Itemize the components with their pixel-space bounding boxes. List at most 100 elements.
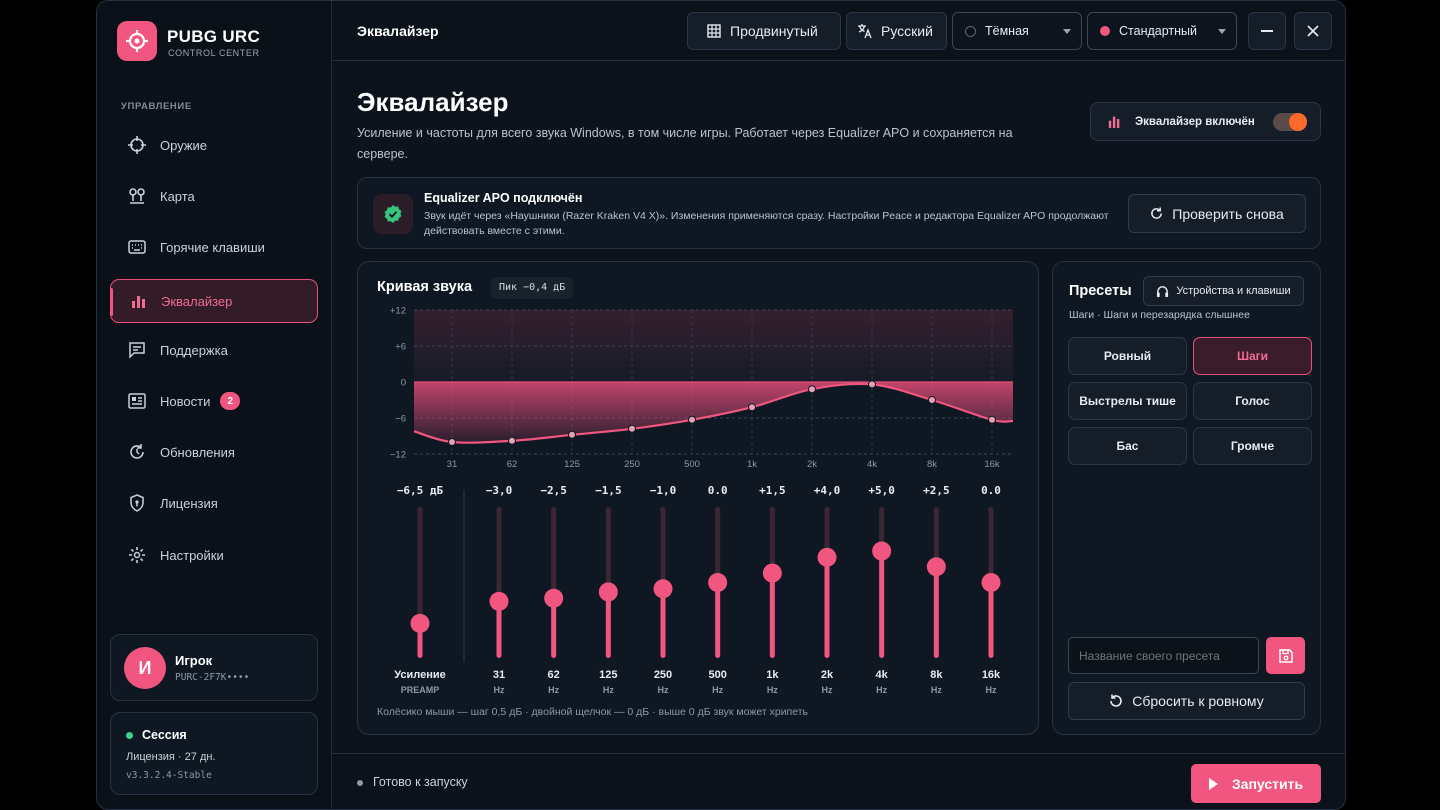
band-unit-label: Hz	[712, 685, 723, 695]
band-slider-fill	[824, 557, 830, 658]
minimize-button[interactable]	[1248, 12, 1286, 50]
band-slider-knob[interactable]	[762, 563, 782, 583]
preset-flat-button[interactable]: Ровный	[1068, 337, 1187, 375]
launch-button[interactable]: Запустить	[1191, 764, 1321, 803]
preset-bass-button[interactable]: Бас	[1068, 427, 1187, 465]
devices-keys-button[interactable]: Устройства и клавиши	[1143, 276, 1304, 306]
band-slider-fill	[769, 573, 775, 658]
map-pins-icon	[127, 186, 147, 206]
save-preset-button[interactable]	[1266, 637, 1305, 674]
x-tick-label: 31	[447, 459, 458, 470]
band-slider-knob[interactable]	[981, 573, 1001, 592]
language-button[interactable]: Русский	[846, 12, 947, 50]
band-slider-value: −2,5	[540, 484, 567, 497]
band-slider-fill	[605, 591, 611, 658]
curve-point	[748, 403, 756, 412]
table-icon	[707, 24, 721, 38]
check-badge-icon	[373, 194, 413, 234]
equalizer-toggle-label: Эквалайзер включён	[1135, 115, 1255, 128]
band-slider-knob[interactable]	[817, 547, 837, 567]
preset-quiet-shots-button[interactable]: Выстрелы тише	[1068, 382, 1187, 420]
band-slider-value: −3,0	[486, 484, 513, 497]
y-tick-label: +12	[390, 306, 406, 317]
band-unit-label: Hz	[767, 685, 778, 695]
profile-value: Стандартный	[1119, 24, 1197, 38]
user-card[interactable]: И Игрок PURC-2F7K••••	[110, 634, 318, 701]
theme-swatch	[965, 25, 976, 37]
y-tick-label: −6	[395, 414, 406, 425]
sidebar-item-weapons[interactable]: Оружие	[110, 123, 318, 167]
save-icon	[1278, 648, 1293, 663]
band-slider-value: −1,0	[650, 484, 677, 497]
band-slider-fill	[715, 582, 721, 658]
recheck-button[interactable]: Проверить снова	[1128, 194, 1306, 233]
session-title: Сессия	[142, 728, 187, 742]
preamp-value: −6,5 дБ	[397, 484, 444, 497]
band-frequency-label: 4k	[876, 669, 889, 681]
news-icon	[127, 391, 147, 411]
session-card: Сессия Лицензия · 27 дн. v3.3.2.4-Stable	[110, 712, 318, 795]
advanced-mode-button[interactable]: Продвинутый	[687, 12, 841, 50]
band-frequency-label: 62	[548, 669, 560, 681]
sidebar-item-hotkeys[interactable]: Горячие клавиши	[110, 225, 318, 269]
sidebar-item-equalizer[interactable]: Эквалайзер	[110, 279, 318, 323]
curve-point	[928, 396, 936, 404]
sidebar-item-support[interactable]: Поддержка	[110, 328, 318, 372]
reset-flat-button[interactable]: Сбросить к ровному	[1068, 682, 1305, 720]
translate-icon	[857, 23, 873, 39]
band-slider-value: 0.0	[708, 484, 728, 497]
curve-point	[448, 438, 456, 446]
theme-select[interactable]: Тёмная	[952, 12, 1082, 50]
band-slider-knob[interactable]	[653, 579, 673, 599]
curve-hint: Колёсико мыши — шаг 0,5 дБ · двойной щел…	[377, 706, 809, 718]
sidebar-item-label: Карта	[160, 188, 195, 204]
bars-icon	[128, 291, 148, 311]
avatar: И	[124, 647, 166, 689]
close-button[interactable]	[1294, 12, 1332, 50]
band-slider-knob[interactable]	[489, 591, 509, 611]
topbar: Эквалайзер Продвинутый Русский Тёмная Ст…	[332, 1, 1345, 61]
app-window: PUBG URC CONTROL CENTER УПРАВЛЕНИЕ Оружи…	[96, 0, 1346, 810]
preset-voice-button[interactable]: Голос	[1193, 382, 1312, 420]
band-slider-knob[interactable]	[926, 557, 946, 577]
reset-icon	[1109, 694, 1123, 708]
session-license: Лицензия · 27 дн.	[126, 751, 216, 763]
headphones-icon	[1156, 285, 1169, 298]
session-status-dot	[126, 732, 133, 739]
curve-point	[808, 385, 816, 394]
band-slider-knob[interactable]	[544, 588, 564, 608]
band-unit-label: Hz	[548, 685, 559, 695]
band-unit-label: Hz	[986, 685, 997, 695]
preamp-label: Усиление	[394, 669, 446, 681]
equalizer-toggle[interactable]: Эквалайзер включён	[1090, 102, 1321, 141]
band-frequency-label: 125	[599, 669, 617, 681]
curve-panel: Кривая звука Пик −0,4 дБ +12 +6 0 −6 −12 31 62…	[357, 261, 1039, 735]
topbar-title: Эквалайзер	[357, 23, 439, 39]
curve-point	[868, 380, 876, 389]
x-tick-label: 500	[684, 459, 700, 470]
sidebar-item-updates[interactable]: Обновления	[110, 430, 318, 474]
sidebar-item-label: Настройки	[160, 547, 224, 563]
apo-status-panel: Equalizer APO подключён Звук идёт через …	[357, 177, 1321, 249]
logo-icon	[117, 21, 157, 61]
band-slider-knob[interactable]	[872, 541, 892, 561]
minimize-icon	[1261, 30, 1273, 32]
y-tick-label: +6	[395, 342, 406, 353]
preset-steps-button[interactable]: Шаги	[1193, 337, 1312, 375]
devices-keys-label: Устройства и клавиши	[1176, 285, 1291, 297]
toggle-switch[interactable]	[1273, 113, 1307, 131]
sidebar-item-license[interactable]: Лицензия	[110, 481, 318, 525]
curve-point	[988, 415, 996, 424]
sidebar-item-settings[interactable]: Настройки	[110, 533, 318, 577]
band-slider-knob[interactable]	[708, 573, 728, 592]
sidebar-item-news[interactable]: Новости 2	[110, 379, 318, 423]
band-slider-knob[interactable]	[598, 582, 618, 602]
preamp-knob[interactable]	[410, 613, 430, 633]
profile-select[interactable]: Стандартный	[1087, 12, 1237, 50]
preset-name-input[interactable]	[1068, 637, 1259, 674]
band-slider-value: 0.0	[981, 484, 1001, 497]
curve-point	[508, 436, 516, 445]
sidebar-item-map[interactable]: Карта	[110, 174, 318, 218]
page-description: Усиление и частоты для всего звука Windo…	[357, 126, 1013, 161]
preset-louder-button[interactable]: Громче	[1193, 427, 1312, 465]
